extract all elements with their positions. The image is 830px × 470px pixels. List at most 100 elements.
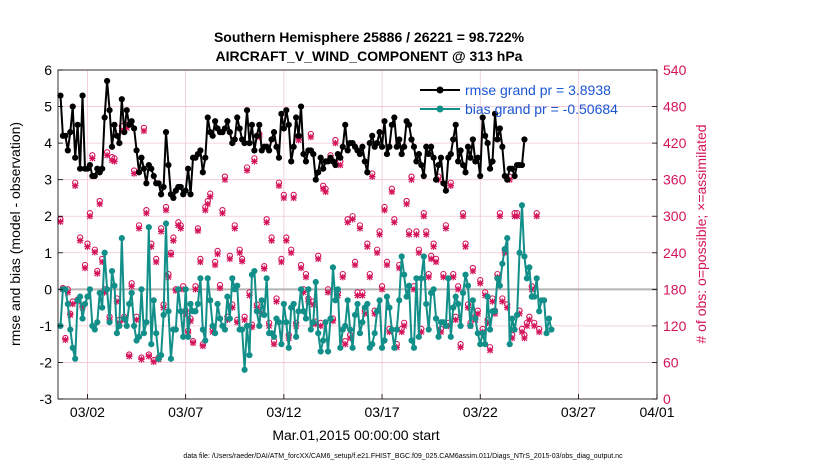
rmse-point [246, 140, 253, 147]
bias-point [342, 322, 349, 329]
obs-assimilated-marker [103, 152, 111, 159]
rmse-point [432, 176, 440, 183]
obs-assimilated-marker [371, 310, 378, 317]
obs-assimilated-marker [98, 258, 106, 266]
rmse-point [162, 129, 170, 136]
rmse-point [467, 154, 474, 161]
rmse-point [158, 191, 165, 198]
x-tick-label: 03/02 [70, 404, 105, 420]
rmse-point [99, 165, 106, 172]
legend-rmse-marker [436, 86, 444, 94]
legend-rmse-label: rmse grand pr = 3.8938 [465, 82, 611, 98]
bias-point [67, 326, 74, 333]
y-left-tick-label: 1 [44, 245, 52, 261]
rmse-point [143, 180, 150, 187]
obs-assimilated-marker [454, 286, 462, 293]
chart-title-line1: Southern Hemisphere 25886 / 26221 = 98.7… [214, 29, 525, 45]
obs-assimilated-marker [464, 304, 472, 311]
bias-point [280, 300, 287, 308]
rmse-point [62, 132, 69, 139]
bias-point [135, 333, 143, 340]
x-tick-label: 03/27 [561, 404, 596, 420]
bias-point [322, 319, 329, 326]
bias-point [79, 315, 86, 322]
bias-point [447, 333, 454, 340]
bias-point [199, 326, 206, 333]
rmse-point [339, 143, 346, 150]
obs-assimilated-marker [226, 255, 234, 263]
bias-point [148, 341, 155, 348]
obs-assimilated-marker [182, 310, 189, 317]
rmse-point [391, 114, 398, 121]
rmse-point [266, 147, 273, 154]
bias-point [162, 220, 170, 227]
rmse-point [378, 143, 386, 150]
obs-assimilated-marker [418, 328, 425, 336]
rmse-point [393, 143, 400, 150]
bias-point [175, 286, 182, 293]
rmse-point [111, 121, 118, 128]
obs-assimilated-marker [381, 206, 388, 214]
y-axis-right-label: # of obs: o=possible; ×=assimilated [693, 124, 709, 343]
bias-point [430, 286, 437, 293]
obs-assimilated-marker [236, 249, 243, 256]
legend-bias-marker [436, 105, 444, 113]
bias-point [521, 253, 528, 260]
rmse-point [199, 169, 206, 176]
bias-point [462, 271, 469, 278]
bias-point [121, 315, 128, 322]
obs-assimilated-marker [319, 185, 327, 193]
bias-point [501, 246, 508, 253]
obs-assimilated-marker [251, 158, 258, 165]
bias-point [344, 297, 351, 304]
rmse-point [135, 169, 143, 176]
rmse-point [138, 154, 145, 161]
rmse-point [224, 118, 231, 125]
obs-assimilated-marker [229, 304, 236, 311]
bias-point [111, 282, 118, 289]
rmse-point [79, 92, 86, 99]
obs-assimilated-marker [430, 243, 437, 250]
rmse-point [74, 121, 81, 128]
rmse-point [123, 107, 130, 114]
rmse-point [511, 172, 518, 180]
rmse-point [150, 172, 157, 180]
rmse-point [209, 132, 216, 139]
obs-assimilated-marker [339, 273, 346, 281]
bias-point [408, 337, 415, 344]
bias-point [202, 337, 209, 344]
rmse-point [310, 150, 317, 158]
bias-point [506, 341, 513, 348]
bias-point [64, 300, 71, 308]
bias-point [91, 326, 98, 333]
y-left-tick-label: 3 [44, 172, 52, 188]
rmse-point [477, 172, 484, 180]
rmse-point [103, 77, 111, 85]
bias-point [401, 271, 408, 278]
rmse-point [185, 165, 192, 172]
rmse-point [452, 121, 459, 128]
bias-point [423, 300, 430, 308]
rmse-point [491, 110, 499, 117]
bias-point [405, 282, 413, 289]
obs-assimilated-marker [521, 334, 528, 342]
bias-point [540, 297, 548, 304]
bias-point [300, 308, 307, 315]
bias-point [283, 319, 290, 326]
rmse-point [440, 180, 447, 187]
obs-assimilated-marker [71, 182, 79, 189]
bias-point [302, 315, 310, 322]
obs-assimilated-marker [197, 258, 204, 266]
rmse-point [108, 143, 116, 150]
bias-point [393, 326, 400, 333]
obs-assimilated-marker [194, 227, 202, 235]
obs-assimilated-marker [157, 228, 165, 235]
rmse-point [170, 194, 177, 202]
rmse-point [140, 165, 148, 172]
obs-assimilated-marker [383, 261, 391, 269]
bias-point [103, 286, 111, 293]
rmse-point [486, 165, 494, 172]
obs-assimilated-marker [489, 298, 496, 305]
rmse-point [413, 158, 420, 165]
bias-point [177, 308, 184, 315]
